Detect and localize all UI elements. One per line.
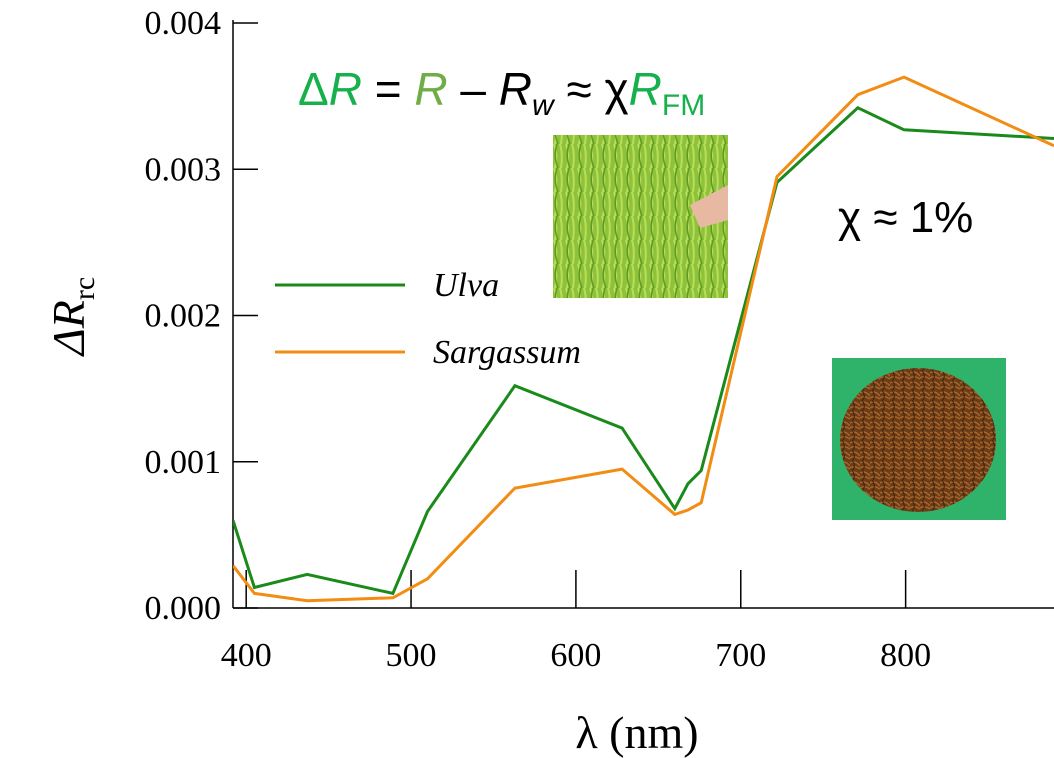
eq-eq: =: [362, 63, 414, 115]
y-label-sub: rc: [68, 277, 101, 300]
equation: ΔR = R – Rw ≈ χRFM: [298, 63, 705, 122]
x-tick-label: 400: [221, 637, 272, 674]
eq-r: R: [414, 63, 447, 115]
y-label-main: ΔR: [43, 300, 94, 357]
y-tick-label: 0.002: [145, 298, 222, 335]
eq-dr: R: [329, 63, 362, 115]
legend-label: Ulva: [433, 267, 499, 304]
eq-rfm: R: [629, 63, 662, 115]
x-tick-label: 600: [550, 637, 601, 674]
y-tick-label: 0.004: [145, 5, 222, 42]
eq-delta: Δ: [298, 63, 329, 115]
y-tick-label: 0.000: [145, 590, 222, 627]
y-axis-label: ΔRrc: [43, 277, 101, 357]
eq-fm: FM: [662, 89, 705, 122]
chart: 0.000 0.001 0.002 0.003 0.004 400 500 600 700 800…: [0, 0, 1054, 758]
eq-minus: –: [448, 63, 499, 115]
eq-w: w: [532, 89, 556, 122]
y-tick-label: 0.003: [145, 151, 222, 188]
sargassum-photo: [840, 368, 996, 512]
y-tick-label: 0.001: [145, 444, 222, 481]
annotation: χ ≈ 1%: [838, 193, 973, 242]
eq-approx: ≈ χ: [554, 63, 629, 115]
x-axis-label: λ (nm): [575, 707, 698, 758]
eq-rw: R: [499, 63, 532, 115]
legend-label: Sargassum: [433, 334, 581, 371]
x-tick-label: 800: [880, 637, 931, 674]
x-tick-label: 500: [386, 637, 437, 674]
x-tick-label: 700: [715, 637, 766, 674]
